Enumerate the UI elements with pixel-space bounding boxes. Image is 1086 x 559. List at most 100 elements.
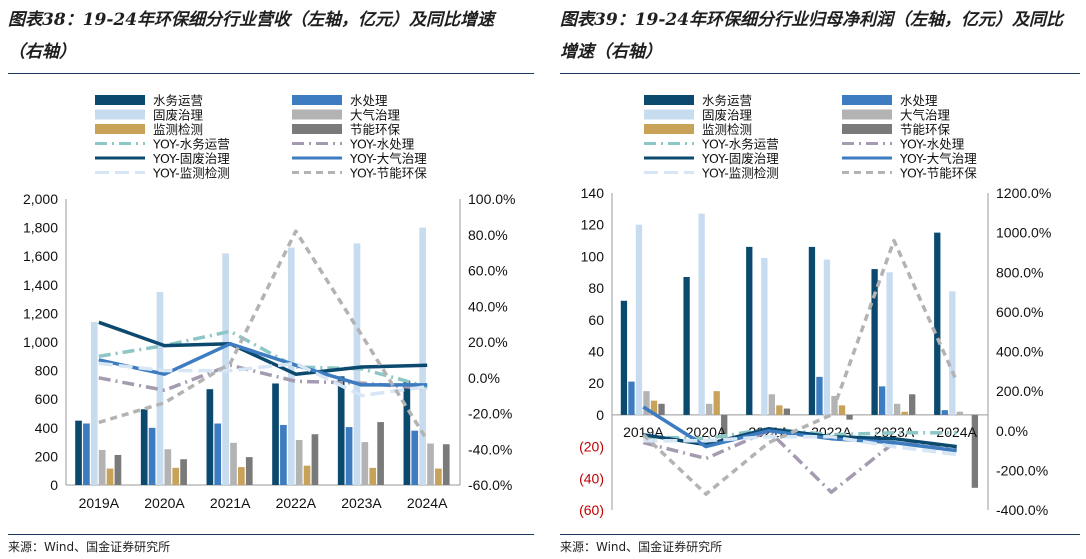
left-bar-energy xyxy=(180,459,187,485)
left-left-tick-label: 1,000 xyxy=(23,334,58,350)
right-line-yoy_solid_waste xyxy=(643,427,957,449)
left-category-label: 2024A xyxy=(407,495,448,511)
left-bar-water_ops xyxy=(140,409,148,485)
right-legend-label-air: 大气治理 xyxy=(900,108,951,123)
left-left-tick-label: 800 xyxy=(35,363,59,379)
left-line-yoy_monitor xyxy=(98,361,428,398)
right-bar-solid_waste xyxy=(823,259,831,415)
left-chart-title: 图表38：19-24年环保细分行业营收（左轴，亿元）及同比增速（右轴） xyxy=(8,10,495,62)
left-left-tick-label: 400 xyxy=(35,420,59,436)
right-chart-title: 图表39：19-24年环保细分行业归母净利润（左轴，亿元）及同比增速（右轴） xyxy=(560,10,1064,62)
left-legend-swatch-solid_waste xyxy=(95,109,145,120)
left-right-tick-label: -40.0% xyxy=(468,441,512,457)
right-bar-water_treat xyxy=(816,376,823,415)
right-legend-label-yoy_energy: YOY-节能环保 xyxy=(899,166,977,181)
left-left-tick-label: 200 xyxy=(35,448,59,464)
left-right-tick-label: -60.0% xyxy=(468,477,512,493)
right-chart-source: 来源：Wind、国金证券研究所 xyxy=(560,540,723,554)
right-bar-energy xyxy=(721,414,728,439)
left-bar-air xyxy=(361,442,369,485)
right-legend-label-water_treat: 水处理 xyxy=(900,93,938,108)
left-category-label: 2021A xyxy=(210,495,251,511)
right-bar-energy xyxy=(971,414,979,488)
left-category-label: 2019A xyxy=(79,495,120,511)
right-legend-swatch-monitor xyxy=(644,124,694,134)
right-legend-swatch-water_treat xyxy=(842,95,892,105)
right-bar-monitor xyxy=(838,405,846,415)
left-category-label: 2022A xyxy=(276,495,317,511)
right-category-label: 2023A xyxy=(874,424,915,440)
left-legend-label-water_ops: 水务运营 xyxy=(153,93,203,108)
right-right-tick-label: 1200.0% xyxy=(996,185,1051,201)
right-line-yoy_water_treat xyxy=(642,429,957,494)
left-legend-label-monitor: 监测检测 xyxy=(153,122,203,137)
right-bar-energy xyxy=(783,408,791,415)
right-right-tick-label: 600.0% xyxy=(996,304,1043,320)
left-line-yoy_energy xyxy=(98,229,429,442)
left-bar-solid_waste xyxy=(156,291,164,485)
left-source-rule xyxy=(8,534,534,535)
right-left-tick-label: 60 xyxy=(588,312,604,328)
left-title-rule xyxy=(8,73,534,74)
left-right-tick-label: 20.0% xyxy=(468,334,508,350)
right-right-tick-label: 1000.0% xyxy=(996,225,1051,241)
right-left-tick-label: 140 xyxy=(581,185,605,201)
right-legend-label-solid_waste: 固废治理 xyxy=(702,108,753,123)
right-bar-water_ops xyxy=(934,232,941,415)
right-bar-water_treat xyxy=(941,410,948,415)
left-bar-solid_waste xyxy=(353,243,361,485)
right-bar-energy xyxy=(846,414,853,420)
left-bar-solid_waste xyxy=(419,227,426,485)
left-legend-label-yoy_energy: YOY-节能环保 xyxy=(349,166,427,181)
left-bar-monitor xyxy=(238,467,245,485)
left-bar-energy xyxy=(442,444,450,485)
left-bar-air xyxy=(98,449,106,485)
right-bar-monitor xyxy=(650,400,658,415)
right-title-rule xyxy=(560,73,1080,74)
right-legend-swatch-water_ops xyxy=(644,95,694,105)
left-left-tick-label: 1,400 xyxy=(23,277,58,293)
right-bar-solid_waste xyxy=(635,224,643,415)
left-bar-air xyxy=(164,449,172,485)
right-legend-swatch-energy xyxy=(842,124,892,134)
right-line-yoy_monitor xyxy=(643,434,957,457)
left-bar-air xyxy=(295,439,303,485)
left-left-tick-label: 1,800 xyxy=(23,220,58,236)
right-bar-air xyxy=(894,403,901,415)
left-bar-solid_waste xyxy=(90,321,98,485)
right-bar-water_ops xyxy=(620,300,628,415)
left-right-tick-label: 80.0% xyxy=(468,227,508,243)
left-chart-panel: 图表38：19-24年环保细分行业营收（左轴，亿元）及同比增速（右轴） 水务运营… xyxy=(0,0,540,559)
right-left-tick-label: 120 xyxy=(581,217,605,233)
right-left-tick-label: 100 xyxy=(581,248,605,264)
right-right-tick-label: -400.0% xyxy=(996,502,1048,518)
right-source-rule xyxy=(560,534,1080,535)
left-right-tick-label: 40.0% xyxy=(468,298,508,314)
left-bar-monitor xyxy=(435,468,442,485)
right-left-tick-label: (20) xyxy=(579,439,604,455)
right-bar-monitor xyxy=(901,411,908,415)
right-right-tick-label: -200.0% xyxy=(996,462,1048,478)
left-legend-label-air: 大气治理 xyxy=(350,108,401,123)
left-bar-water_treat xyxy=(214,423,222,485)
right-right-tick-label: 800.0% xyxy=(996,264,1043,280)
right-legend-label-monitor: 监测检测 xyxy=(702,122,752,137)
right-bar-air xyxy=(643,391,650,415)
left-bar-water_treat xyxy=(83,423,90,485)
right-right-tick-label: 400.0% xyxy=(996,344,1043,360)
left-left-tick-label: 2,000 xyxy=(23,191,58,207)
left-bar-water_ops xyxy=(206,389,214,485)
left-legend-label-yoy_monitor: YOY-监测检测 xyxy=(152,166,230,181)
left-bar-energy xyxy=(377,422,384,485)
left-category-label: 2020A xyxy=(144,495,185,511)
right-left-tick-label: 0 xyxy=(596,407,604,423)
right-bar-water_treat xyxy=(628,381,635,415)
right-bar-water_treat xyxy=(878,386,886,415)
right-bar-solid_waste xyxy=(698,213,705,415)
left-right-tick-label: 60.0% xyxy=(468,263,508,279)
left-legend-swatch-air xyxy=(292,109,342,120)
left-right-tick-label: -20.0% xyxy=(468,406,512,422)
right-legend-label-water_ops: 水务运营 xyxy=(702,93,752,108)
left-legend-label-energy: 节能环保 xyxy=(350,122,401,137)
